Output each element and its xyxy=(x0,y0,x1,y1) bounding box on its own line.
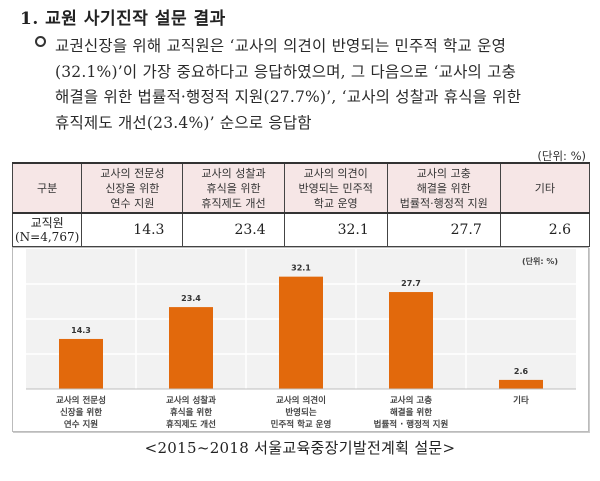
category-label: 교사의 고충 xyxy=(390,395,432,406)
source-caption: <2015~2018 서울교육중장기발전계획 설문> xyxy=(144,439,456,457)
header-col-democratic: 교사의 의견이 반영되는 민주적 학교 운영 xyxy=(283,162,388,214)
row-label: 교직원 (N=4,767) xyxy=(11,212,83,247)
summary-line: 해결을 위한 법률적·행정적 지원(27.7%)’, ‘교사의 성찰과 휴식을 … xyxy=(55,88,522,106)
cell-value: 14.3 xyxy=(81,212,184,247)
hollow-circle-bullet-icon xyxy=(35,36,46,47)
bar-chart: 14.3 23.4 32.1 27.7 2.6 교사의 전문성 신장을 위한 연수 지원 교사… xyxy=(12,247,589,432)
data-label: 2.6 xyxy=(514,367,529,376)
header-col-legal-support: 교사의 고충 해결을 위한 법률적·행정적 지원 xyxy=(386,162,501,214)
category-label: 민주적 학교 운영 xyxy=(271,419,332,430)
bar xyxy=(389,292,433,389)
cell-value: 32.1 xyxy=(283,212,388,247)
results-table: 구분 교사의 전문성 신장을 위한 연수 지원 교사의 성찰과 휴식을 위한 휴… xyxy=(11,162,591,247)
category-label: 반영되는 xyxy=(285,407,316,418)
bar xyxy=(59,338,103,389)
bar xyxy=(169,307,213,389)
category-label: 법률적 · 행정적 지원 xyxy=(374,419,449,430)
summary-bullet: 교권신장을 위해 교직원은 ‘교사의 의견이 반영되는 민주적 학교 운영 (3… xyxy=(35,34,595,136)
data-label: 23.4 xyxy=(181,294,201,303)
section-heading: 1. 교원 사기진작 설문 결과 xyxy=(20,9,226,29)
summary-text: 교권신장을 위해 교직원은 ‘교사의 의견이 반영되는 민주적 학교 운영 (3… xyxy=(55,34,595,136)
table-header-row: 구분 교사의 전문성 신장을 위한 연수 지원 교사의 성찰과 휴식을 위한 휴… xyxy=(11,162,591,214)
category-label: 휴식을 위한 xyxy=(170,407,212,418)
chart-unit-label: (단위: %) xyxy=(522,256,558,266)
bar xyxy=(279,276,323,389)
header-col-other: 기타 xyxy=(499,162,591,214)
data-label: 14.3 xyxy=(71,326,91,335)
cell-value: 2.6 xyxy=(499,212,591,247)
category-label: 해결을 위한 xyxy=(390,407,432,418)
table-row: 교직원 (N=4,767) 14.3 23.4 32.1 27.7 2.6 xyxy=(11,212,591,247)
cell-value: 23.4 xyxy=(182,212,285,247)
category-label: 교사의 성찰과 xyxy=(166,395,216,406)
table-unit-label: (단위: %) xyxy=(537,149,586,163)
summary-line: (32.1%)’이 가장 중요하다고 응답하였으며, 그 다음으로 ‘교사의 고… xyxy=(55,62,517,81)
header-category: 구분 xyxy=(11,162,83,214)
cell-value: 27.7 xyxy=(386,212,501,247)
bar xyxy=(499,379,543,389)
header-col-training: 교사의 전문성 신장을 위한 연수 지원 xyxy=(81,162,184,214)
summary-line: 휴직제도 개선(23.4%)’ 순으로 응답함 xyxy=(55,113,312,132)
summary-line: 교권신장을 위해 교직원은 ‘교사의 의견이 반영되는 민주적 학교 운영 xyxy=(55,37,507,55)
data-label: 27.7 xyxy=(401,279,421,288)
category-label: 기타 xyxy=(513,395,529,406)
category-label: 교사의 전문성 xyxy=(56,395,106,406)
category-label: 교사의 의견이 xyxy=(276,395,326,406)
data-label: 32.1 xyxy=(291,264,311,273)
bars: 14.3 23.4 32.1 27.7 2.6 xyxy=(59,264,543,389)
header-col-leave: 교사의 성찰과 휴식을 위한 휴직제도 개선 xyxy=(182,162,285,214)
category-label: 신장을 위한 xyxy=(60,407,102,418)
category-label: 휴직제도 개선 xyxy=(166,419,216,430)
category-label: 연수 지원 xyxy=(64,419,98,430)
